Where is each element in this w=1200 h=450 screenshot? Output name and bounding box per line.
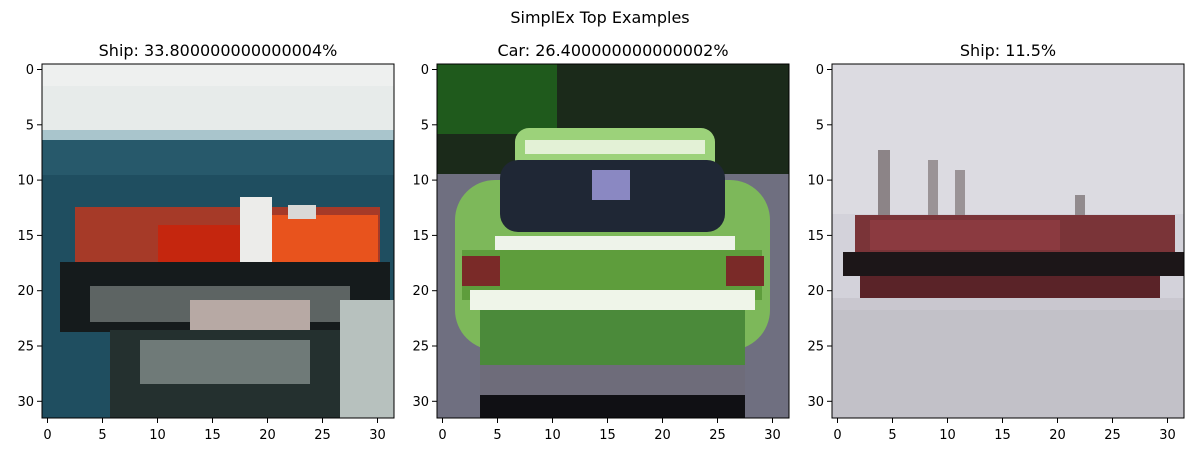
panel-3-xtick-label: 30 xyxy=(1159,428,1176,443)
panel-1-ytick-label: 10 xyxy=(17,174,34,189)
panel-3-ytick-label: 20 xyxy=(807,284,824,299)
panel-1: Ship: 33.800000000000004% 0 5 10 15 20 xyxy=(17,41,395,443)
panel-2-xtick-label: 0 xyxy=(438,428,446,443)
panel-2-y-axis: 0 5 10 15 20 25 30 xyxy=(412,63,437,410)
panel-1-ytick-label: 30 xyxy=(17,395,34,410)
panel-1-image xyxy=(42,64,394,418)
panel-1-ytick-label: 0 xyxy=(26,63,34,78)
panel-2-ytick-label: 5 xyxy=(421,118,429,133)
panel-2-ytick-label: 30 xyxy=(412,395,429,410)
panel-1-ytick-label: 5 xyxy=(26,118,34,133)
panel-3-xtick-label: 0 xyxy=(833,428,841,443)
panel-3-ytick-label: 10 xyxy=(807,174,824,189)
panel-3-ytick-label: 5 xyxy=(816,118,824,133)
panel-1-ytick-label: 25 xyxy=(17,340,34,355)
panel-1-title: Ship: 33.800000000000004% xyxy=(99,41,338,60)
panel-3-title: Ship: 11.5% xyxy=(960,41,1056,60)
panel-3-xtick-label: 25 xyxy=(1104,428,1121,443)
panel-1-xtick-label: 10 xyxy=(149,428,166,443)
panel-1-xtick-label: 0 xyxy=(43,428,51,443)
panel-2-xtick-label: 25 xyxy=(709,428,726,443)
figure-suptitle: SimplEx Top Examples xyxy=(510,8,689,27)
panel-2-ytick-label: 0 xyxy=(421,63,429,78)
panel-2-xtick-label: 30 xyxy=(764,428,781,443)
panel-1-xtick-label: 5 xyxy=(98,428,106,443)
panel-2-x-axis: 0 5 10 15 20 25 30 xyxy=(438,418,781,443)
panel-1-xtick-label: 30 xyxy=(369,428,386,443)
panel-1-frame xyxy=(41,63,395,419)
panel-2-ytick-label: 15 xyxy=(412,229,429,244)
panel-1-xtick-label: 20 xyxy=(259,428,276,443)
panel-2-title: Car: 26.400000000000002% xyxy=(497,41,728,60)
panel-3-frame xyxy=(831,63,1185,419)
panel-3-ytick-label: 25 xyxy=(807,340,824,355)
panel-2-image xyxy=(437,64,789,418)
panel-3-ytick-label: 30 xyxy=(807,395,824,410)
panel-3-y-axis: 0 5 10 15 20 25 30 xyxy=(807,63,832,410)
panel-2-xtick-label: 20 xyxy=(654,428,671,443)
panel-1-x-axis: 0 5 10 15 20 25 30 xyxy=(43,418,386,443)
panel-3-xtick-label: 15 xyxy=(994,428,1011,443)
panel-2-xtick-label: 5 xyxy=(493,428,501,443)
panel-1-y-axis: 0 5 10 15 20 25 30 xyxy=(17,63,42,410)
panel-3-xtick-label: 5 xyxy=(888,428,896,443)
panel-3-ytick-label: 0 xyxy=(816,63,824,78)
panel-2-ytick-label: 25 xyxy=(412,340,429,355)
panel-3-xtick-label: 10 xyxy=(939,428,956,443)
panel-2-frame xyxy=(436,63,790,419)
panel-1-xtick-label: 15 xyxy=(204,428,221,443)
panel-1-ytick-label: 20 xyxy=(17,284,34,299)
panel-3-xtick-label: 20 xyxy=(1049,428,1066,443)
panel-3-image xyxy=(832,64,1184,418)
panel-1-xtick-label: 25 xyxy=(314,428,331,443)
panel-2-xtick-label: 10 xyxy=(544,428,561,443)
panel-2-xtick-label: 15 xyxy=(599,428,616,443)
panel-1-ytick-label: 15 xyxy=(17,229,34,244)
panel-3-x-axis: 0 5 10 15 20 25 30 xyxy=(833,418,1176,443)
panel-2: Car: 26.400000000000002% 0 5 10 15 xyxy=(412,41,790,443)
panel-2-ytick-label: 20 xyxy=(412,284,429,299)
panel-3-ytick-label: 15 xyxy=(807,229,824,244)
panel-2-ytick-label: 10 xyxy=(412,174,429,189)
panel-3: Ship: 11.5% 0 5 10 15 20 25 30 0 xyxy=(807,41,1185,443)
